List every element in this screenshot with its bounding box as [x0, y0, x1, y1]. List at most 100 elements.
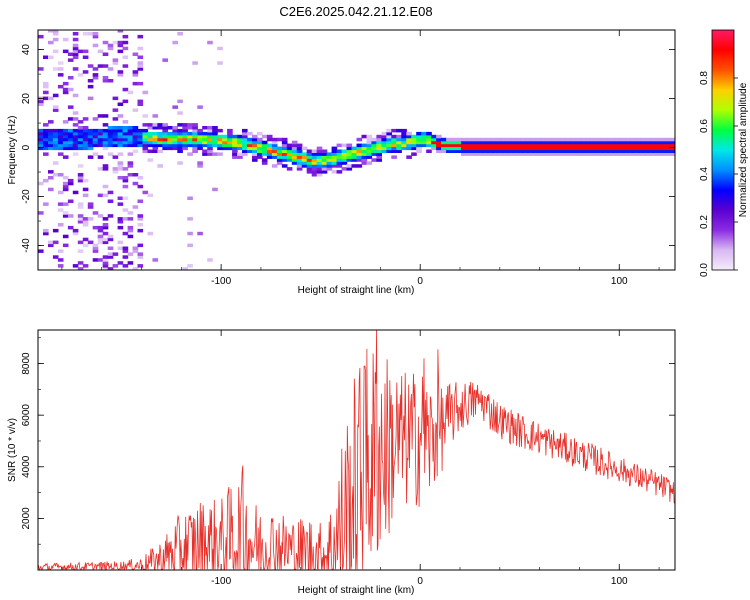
spectrogram-cell	[137, 223, 144, 227]
spectrogram-cell	[555, 146, 562, 151]
spectrogram-cell	[620, 143, 626, 148]
spectrogram-cell	[67, 140, 74, 145]
spectrogram-cell	[207, 40, 213, 45]
spectrogram-cell	[461, 143, 467, 148]
spectrogram-cell	[376, 149, 382, 153]
spectrogram-cell	[152, 143, 159, 148]
spectrogram-cell	[630, 137, 636, 142]
spectrogram-cell	[510, 149, 517, 153]
spectrogram-cell	[515, 149, 522, 153]
spectrogram-cell	[72, 67, 79, 71]
spectrogram-cell	[535, 140, 542, 145]
spectrogram-cell	[665, 140, 671, 145]
spectrogram-cell	[540, 137, 547, 142]
spectrogram-cell	[107, 46, 114, 51]
spectrogram-cell	[232, 149, 238, 153]
spectrogram-cell	[202, 143, 208, 148]
spectrogram-cell	[82, 140, 89, 145]
spectrogram-cell	[117, 126, 124, 130]
spectrogram-cell	[202, 137, 208, 142]
spectrogram-cell	[605, 152, 611, 156]
spectrogram-cell	[52, 240, 59, 245]
spectrogram-cell	[62, 90, 69, 95]
spectrogram-cell	[77, 220, 84, 224]
spectrogram-cell	[137, 131, 144, 136]
spectrogram-cell	[192, 146, 198, 151]
spectrogram-cell	[485, 140, 492, 145]
spectrogram-cell	[172, 40, 178, 45]
spectrogram-cell	[296, 158, 303, 162]
spectrogram-cell	[197, 146, 203, 151]
spectrogram-cell	[341, 161, 348, 165]
spectrogram-cell	[456, 140, 462, 145]
spectrogram-cell	[57, 152, 64, 156]
spectrogram-cell	[252, 158, 258, 162]
spectrogram-cell	[396, 140, 402, 145]
spectrogram-cell	[640, 143, 646, 148]
spectrogram-cell	[122, 208, 129, 212]
spectrogram-cell	[112, 155, 119, 159]
spectrogram-cell	[62, 81, 69, 86]
spectrogram-cell	[127, 137, 134, 142]
spectrogram-cell	[242, 137, 248, 142]
spectrogram-cell	[87, 79, 94, 83]
spectrogram-cell	[530, 149, 537, 153]
spectrogram-cell	[316, 167, 323, 171]
spectrogram-cell	[212, 137, 218, 142]
spectrogram-cell	[72, 52, 79, 56]
spectrogram-cell	[57, 137, 64, 142]
spectrogram-cell	[391, 146, 397, 151]
spectrogram-cell	[127, 128, 134, 133]
spectrogram-cell	[630, 146, 636, 151]
colorbar-label: Normalized spectral amplitude	[738, 82, 749, 217]
spectrogram-cell	[122, 134, 129, 139]
spectrogram-cell	[62, 131, 69, 136]
spectrogram-cell	[376, 134, 382, 139]
spectrogram-cell	[485, 143, 492, 148]
spectrogram-cell	[177, 143, 183, 148]
spectrogram-y-tick-label: -20	[21, 189, 32, 204]
spectrogram-cell	[107, 137, 114, 142]
snr-x-ticks: -100 0 100	[61, 330, 660, 587]
spectrogram-cell	[257, 155, 263, 159]
spectrogram-cell	[520, 143, 527, 148]
spectrogram-cell	[366, 152, 373, 156]
spectrogram-cell	[52, 137, 59, 142]
spectrogram-cell	[107, 199, 114, 203]
spectrogram-cell	[296, 143, 303, 148]
spectrogram-cell	[311, 161, 318, 165]
spectrogram-cell	[276, 152, 283, 156]
spectrogram-cell	[266, 134, 273, 139]
spectrogram-cell	[436, 137, 442, 142]
spectrogram-cell	[48, 131, 54, 136]
spectrogram-cell	[217, 143, 223, 148]
spectrogram-cell	[535, 143, 542, 148]
spectrogram-cell	[396, 146, 402, 151]
spectrogram-cell	[38, 99, 44, 104]
spectrogram-cell	[122, 131, 129, 136]
spectrogram-cell	[122, 99, 129, 104]
spectrogram-cell	[441, 149, 447, 153]
spectrogram-cell	[291, 143, 298, 148]
spectrogram-cell	[172, 137, 178, 142]
spectrogram-cell	[431, 137, 437, 142]
spectrogram-cell	[132, 140, 139, 145]
spectrogram-cell	[515, 140, 522, 145]
spectrogram-cell	[615, 137, 621, 142]
spectrogram-cell	[316, 155, 323, 159]
spectrogram-cell	[615, 146, 621, 151]
spectrogram-cell	[421, 131, 427, 136]
spectrogram-cell	[122, 255, 129, 259]
spectrogram-cell	[451, 143, 457, 148]
spectrogram-cell	[630, 140, 636, 145]
spectrogram-cell	[157, 140, 163, 145]
spectrogram-cell	[62, 128, 69, 133]
spectrogram-cell	[97, 137, 104, 142]
spectrogram-cell	[122, 126, 129, 130]
spectrogram-cell	[127, 234, 134, 239]
spectrogram-cell	[242, 128, 248, 133]
spectrogram-cell	[177, 128, 183, 133]
spectrogram-cell	[411, 137, 417, 142]
spectrogram-cell	[336, 161, 343, 165]
spectrogram-cell	[281, 140, 288, 145]
